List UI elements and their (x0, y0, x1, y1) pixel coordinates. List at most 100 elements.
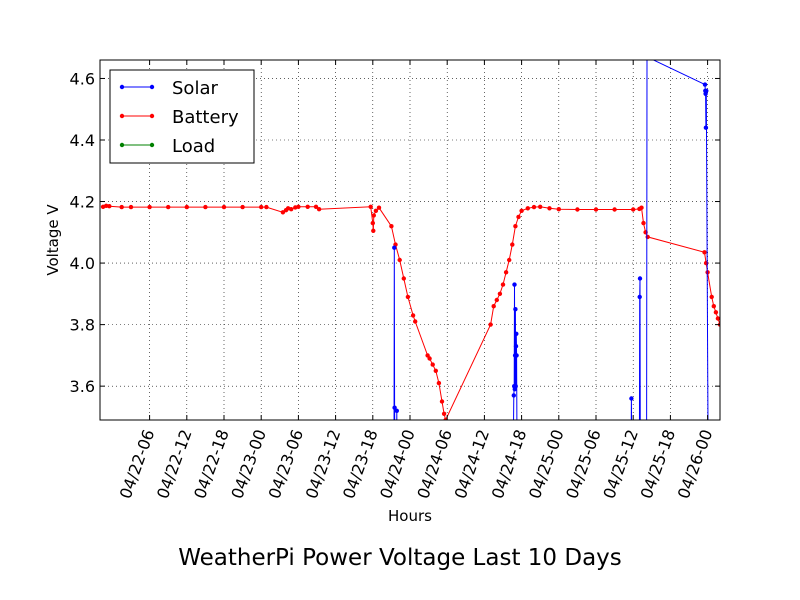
legend-marker (149, 142, 155, 148)
x-tick-label: 04/26-00 (674, 427, 717, 501)
data-point-solar (637, 294, 642, 300)
x-axis-label: Hours (388, 507, 432, 525)
data-point-battery (430, 362, 435, 367)
data-point-solar (645, 55, 649, 59)
data-point-battery (427, 356, 432, 361)
data-point-battery (401, 276, 406, 281)
data-point-solar (637, 446, 641, 450)
data-point-battery (641, 220, 646, 226)
data-point-battery (612, 207, 617, 212)
x-tick-label: 04/22-18 (190, 427, 233, 501)
data-point-battery (491, 304, 496, 309)
data-point-solar (512, 282, 517, 287)
data-point-battery (645, 234, 650, 240)
data-point-battery (368, 204, 373, 209)
data-point-battery (264, 204, 269, 210)
data-point-battery (128, 204, 134, 210)
data-point-battery (147, 204, 152, 210)
legend-marker (119, 113, 125, 119)
data-point-battery (443, 417, 448, 420)
data-point-battery (507, 257, 512, 263)
x-tick-label: 04/24-18 (488, 427, 531, 501)
data-point-battery (593, 207, 599, 212)
data-point-battery (503, 270, 509, 275)
y-tick-label: 3.6 (70, 377, 95, 396)
data-point-battery (433, 368, 438, 373)
data-point-solar (513, 384, 518, 389)
y-axis-label: Voltage V (44, 204, 62, 276)
data-point-battery (397, 257, 402, 263)
data-point-battery (107, 204, 112, 209)
x-tick-label: 04/25-12 (599, 427, 642, 501)
data-point-solar (704, 88, 709, 94)
x-tick-label: 04/24-12 (451, 427, 494, 501)
y-tick-label: 4.4 (70, 131, 95, 150)
data-point-battery (316, 207, 322, 212)
x-tick-label: 04/22-06 (116, 427, 159, 501)
data-point-battery (240, 204, 245, 210)
data-point-solar (638, 446, 642, 450)
data-point-battery (221, 204, 227, 210)
data-point-battery (413, 319, 418, 324)
data-point-battery (371, 213, 376, 218)
data-point-battery (376, 205, 382, 210)
data-point-battery (513, 224, 518, 229)
data-point-solar (702, 82, 708, 87)
legend-marker (149, 113, 155, 119)
data-point-battery (510, 242, 515, 247)
series-line-solar (393, 60, 709, 420)
data-point-battery (373, 208, 379, 213)
grid-lines (100, 60, 720, 420)
data-point-battery (715, 316, 720, 321)
legend: Solar Battery Load (109, 69, 255, 164)
data-point-solar (513, 344, 519, 349)
x-tick-label: 04/23-18 (339, 427, 382, 501)
x-tick-label: 04/23-12 (302, 427, 345, 501)
x-tick-label: 04/25-06 (562, 427, 605, 501)
data-point-battery (405, 294, 411, 300)
data-point-battery (494, 297, 499, 303)
data-point-battery (296, 204, 301, 209)
data-point-battery (538, 204, 543, 209)
data-point-battery (711, 304, 716, 309)
data-point-battery (639, 205, 644, 210)
data-point-solar (392, 245, 397, 250)
data-point-battery (436, 380, 442, 386)
data-point-battery (371, 228, 376, 233)
data-point-battery (500, 282, 506, 287)
data-point-battery (313, 204, 319, 209)
data-point-solar (637, 276, 643, 281)
data-point-solar (511, 393, 516, 398)
data-point-battery (370, 220, 375, 226)
data-point-solar (513, 307, 518, 312)
data-point-battery (289, 207, 294, 212)
data-point-battery (702, 250, 707, 255)
x-tick-label: 04/25-18 (637, 427, 680, 501)
data-point-battery (166, 204, 171, 210)
data-point-battery (389, 224, 394, 229)
x-tick-label: 04/24-00 (376, 427, 419, 501)
data-point-battery (713, 310, 719, 315)
data-point-solar (514, 353, 519, 358)
data-point-solar (392, 405, 397, 410)
data-point-battery (547, 206, 552, 211)
data-point-battery (531, 204, 537, 210)
x-tick-label: 04/23-06 (265, 427, 308, 501)
y-tick-label: 4.6 (70, 69, 95, 88)
y-tick-label: 3.8 (70, 316, 95, 335)
legend-marker (149, 84, 155, 90)
data-point-solar (514, 331, 519, 336)
x-tick-label: 04/24-06 (413, 427, 456, 501)
data-point-battery (525, 206, 530, 211)
data-point-battery (497, 291, 503, 296)
data-point-battery (516, 214, 521, 220)
data-point-battery (119, 204, 124, 210)
data-point-battery (709, 294, 714, 300)
chart-title: WeatherPi Power Voltage Last 10 Days (178, 545, 622, 571)
data-point-solar (629, 396, 634, 401)
x-tick-label: 04/23-00 (227, 427, 270, 501)
data-point-battery (280, 210, 286, 215)
data-point-solar (644, 446, 648, 450)
x-tick-label: 04/25-00 (525, 427, 568, 501)
